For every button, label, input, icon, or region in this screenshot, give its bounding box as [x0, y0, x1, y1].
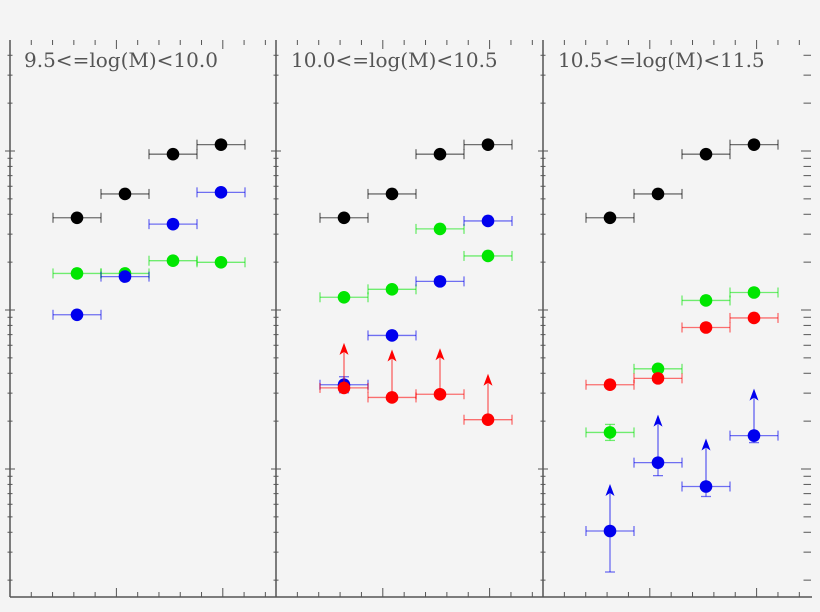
data-point-green — [633, 362, 683, 376]
data-point-green — [148, 254, 198, 268]
data-point-red — [633, 372, 683, 385]
data-point-red — [681, 321, 731, 334]
data-point-green — [319, 290, 369, 304]
data-point-black — [100, 187, 150, 201]
panel-title-3: 10.5<=log(M)<11.5 — [558, 48, 765, 72]
data-point-black — [367, 187, 417, 201]
data-point-red — [585, 378, 635, 392]
data-point-red — [367, 349, 417, 404]
panel-title-2: 10.0<=log(M)<10.5 — [291, 48, 498, 72]
data-point-green — [52, 267, 102, 280]
data-point-black — [463, 138, 513, 151]
data-point-red — [319, 342, 369, 395]
data-point-black — [196, 138, 246, 151]
data-point-blue — [148, 217, 198, 231]
data-point-red — [463, 373, 513, 427]
data-point-blue — [633, 414, 683, 477]
data-point-blue — [415, 275, 465, 288]
panel-title-1: 9.5<=log(M)<10.0 — [24, 48, 218, 72]
data-point-black — [729, 138, 779, 151]
data-point-green — [367, 283, 417, 296]
data-point-green — [463, 249, 513, 263]
axes — [5, 40, 812, 598]
data-point-black — [585, 211, 635, 225]
data-point-blue — [196, 186, 246, 199]
data-point-blue — [52, 308, 102, 322]
data-point-green — [415, 222, 465, 236]
data-point-green — [681, 294, 731, 307]
data-point-green — [729, 286, 779, 299]
data-point-black — [52, 211, 102, 225]
data-point-black — [415, 147, 465, 161]
data-point-blue — [100, 270, 150, 283]
data-point-green — [196, 255, 246, 269]
data-point-green — [585, 423, 635, 442]
data-point-blue — [681, 438, 731, 498]
data-point-blue — [729, 388, 779, 444]
data-point-black — [319, 211, 369, 225]
data-point-black — [681, 147, 731, 161]
data-point-blue — [367, 329, 417, 342]
data-point-blue — [585, 484, 635, 573]
data-point-red — [729, 311, 779, 325]
data-point-blue — [463, 214, 513, 228]
data-point-black — [633, 187, 683, 201]
data-points — [52, 138, 779, 573]
data-point-black — [148, 147, 198, 161]
data-point-red — [415, 348, 465, 401]
